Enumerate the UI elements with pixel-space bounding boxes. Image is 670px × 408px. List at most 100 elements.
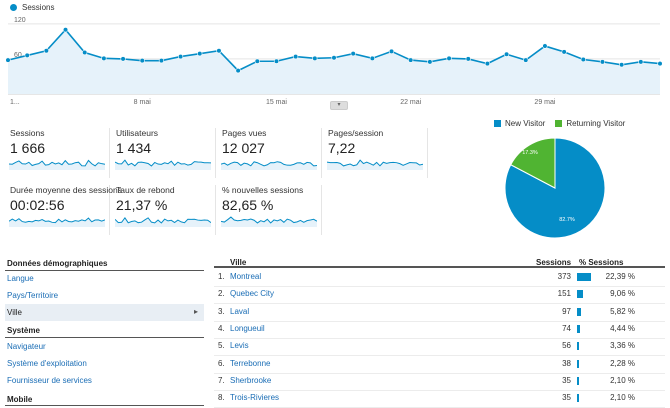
metric-tile-pages-per-session[interactable]: Pages/session 7,22 xyxy=(327,128,428,178)
sessions-point[interactable] xyxy=(120,56,126,62)
nav-item-city-active[interactable]: Ville ▸ xyxy=(5,304,204,321)
sessions-point[interactable] xyxy=(638,59,644,65)
sessions-point[interactable] xyxy=(523,57,529,63)
nav-divider xyxy=(5,405,204,406)
city-link[interactable]: Levis xyxy=(230,341,249,351)
sessions-point[interactable] xyxy=(619,62,625,68)
sessions-point[interactable] xyxy=(388,48,395,54)
sessions-value: 74 xyxy=(562,323,571,333)
sessions-point[interactable] xyxy=(446,55,452,61)
city-link[interactable]: Quebec City xyxy=(230,289,275,299)
pie-legend: New Visitor Returning Visitor xyxy=(494,119,625,128)
sessions-point[interactable] xyxy=(503,51,510,57)
sessions-point[interactable] xyxy=(235,68,241,74)
sessions-point[interactable] xyxy=(599,59,606,65)
sessions-point[interactable] xyxy=(657,60,663,67)
table-row: 3. Laval 97 5,82 % xyxy=(214,303,665,322)
sessions-point[interactable] xyxy=(62,27,69,33)
sessions-point[interactable] xyxy=(465,56,471,62)
sessions-point[interactable] xyxy=(254,58,260,64)
sessions-point[interactable] xyxy=(293,53,299,60)
pct-sessions-value: 5,82 % xyxy=(610,306,635,316)
city-link[interactable]: Trois-Rivieres xyxy=(230,393,280,403)
nav-divider xyxy=(5,270,204,271)
city-link[interactable]: Montreal xyxy=(230,272,262,281)
table-header: Ville Sessions % Sessions xyxy=(214,253,665,267)
metric-sparkline xyxy=(221,216,317,227)
metric-tile-users[interactable]: Utilisateurs 1 434 xyxy=(115,128,216,178)
sessions-point[interactable] xyxy=(82,49,88,56)
sessions-point[interactable] xyxy=(273,58,280,64)
chart-legend[interactable]: Sessions xyxy=(10,3,54,12)
nav-item-service-provider[interactable]: Fournisseur de services xyxy=(7,376,92,385)
sparkline-line xyxy=(221,216,317,224)
row-index: 4. xyxy=(218,323,225,333)
sessions-value: 56 xyxy=(562,341,571,351)
pie-legend-returning[interactable]: Returning Visitor xyxy=(555,119,625,128)
pie-legend-new[interactable]: New Visitor xyxy=(494,119,545,128)
pct-sessions-value: 2,10 % xyxy=(610,375,635,385)
nav-item-language[interactable]: Langue xyxy=(7,274,34,283)
row-index: 1. xyxy=(218,272,225,281)
nav-header-demographics: Données démographiques xyxy=(7,259,108,268)
pie-slice[interactable] xyxy=(510,137,556,189)
sessions-point[interactable] xyxy=(542,43,548,49)
metric-value: 1 666 xyxy=(10,140,46,156)
sessions-value: 35 xyxy=(562,375,571,385)
sessions-point[interactable] xyxy=(312,55,318,61)
chevron-right-icon: ▸ xyxy=(193,307,198,316)
pct-sessions-bar xyxy=(577,394,579,403)
sessions-line-chart: 120 60 1... 8 mai 15 mai 22 mai 29 mai xyxy=(5,17,663,106)
nav-item-country[interactable]: Pays/Territoire xyxy=(7,291,59,300)
pct-sessions-bar xyxy=(577,290,583,299)
sessions-point[interactable] xyxy=(408,57,414,63)
metric-tile-avg-duration[interactable]: Durée moyenne des sessions 00:02:56 xyxy=(9,185,122,235)
col-header-sessions[interactable]: Sessions xyxy=(536,258,572,267)
metric-label: Pages/session xyxy=(328,128,384,138)
metric-tile-sessions[interactable]: Sessions 1 666 xyxy=(9,128,110,178)
sessions-point[interactable] xyxy=(331,55,337,61)
nav-item-os[interactable]: Système d'exploitation xyxy=(7,359,87,368)
sessions-point[interactable] xyxy=(158,58,165,64)
table-row: 1. Montreal 373 22,39 % xyxy=(214,268,665,287)
pct-sessions-value: 2,28 % xyxy=(610,358,635,368)
sessions-point[interactable] xyxy=(24,52,30,59)
pct-sessions-bar xyxy=(577,324,580,333)
nav-item-browser[interactable]: Navigateur xyxy=(7,342,46,351)
city-link[interactable]: Laval xyxy=(230,306,250,316)
sessions-point[interactable] xyxy=(197,51,203,57)
metric-tile-pageviews[interactable]: Pages vues 12 027 xyxy=(221,128,322,178)
sessions-area xyxy=(8,29,660,95)
metric-tile-bounce-rate[interactable]: Taux de rebond 21,37 % xyxy=(115,185,216,235)
sessions-point[interactable] xyxy=(580,56,586,63)
chart-collapse-handle[interactable]: ▾ xyxy=(330,101,348,110)
metric-label: Taux de rebond xyxy=(116,185,175,195)
metric-label: % nouvelles sessions xyxy=(222,185,304,195)
sparkline-area xyxy=(327,160,423,170)
sessions-point[interactable] xyxy=(561,49,567,55)
sessions-point[interactable] xyxy=(101,55,107,61)
pct-sessions-value: 4,44 % xyxy=(610,323,635,333)
metric-label: Sessions xyxy=(10,128,45,138)
row-index: 3. xyxy=(218,306,225,316)
sparkline-line xyxy=(115,159,211,167)
sessions-point[interactable] xyxy=(369,55,375,61)
sessions-point[interactable] xyxy=(350,51,356,57)
city-link[interactable]: Sherbrooke xyxy=(230,375,272,385)
city-link[interactable]: Terrebonne xyxy=(230,358,271,368)
city-link[interactable]: Longueuil xyxy=(230,323,265,333)
col-header-pct-sessions[interactable]: % Sessions xyxy=(579,258,624,267)
metric-sparkline xyxy=(115,159,211,170)
col-header-city[interactable]: Ville xyxy=(230,258,247,267)
sessions-point[interactable] xyxy=(427,59,433,65)
row-index: 8. xyxy=(218,393,225,403)
row-index: 7. xyxy=(218,375,225,385)
sessions-point[interactable] xyxy=(177,53,184,60)
table-row: 4. Longueuil 74 4,44 % xyxy=(214,320,665,339)
sessions-point[interactable] xyxy=(139,58,145,64)
sessions-point[interactable] xyxy=(484,60,491,67)
sessions-point[interactable] xyxy=(5,57,11,63)
sessions-point[interactable] xyxy=(43,48,49,54)
sessions-point[interactable] xyxy=(216,48,222,54)
metric-tile-new-sessions[interactable]: % nouvelles sessions 82,65 % xyxy=(221,185,322,235)
